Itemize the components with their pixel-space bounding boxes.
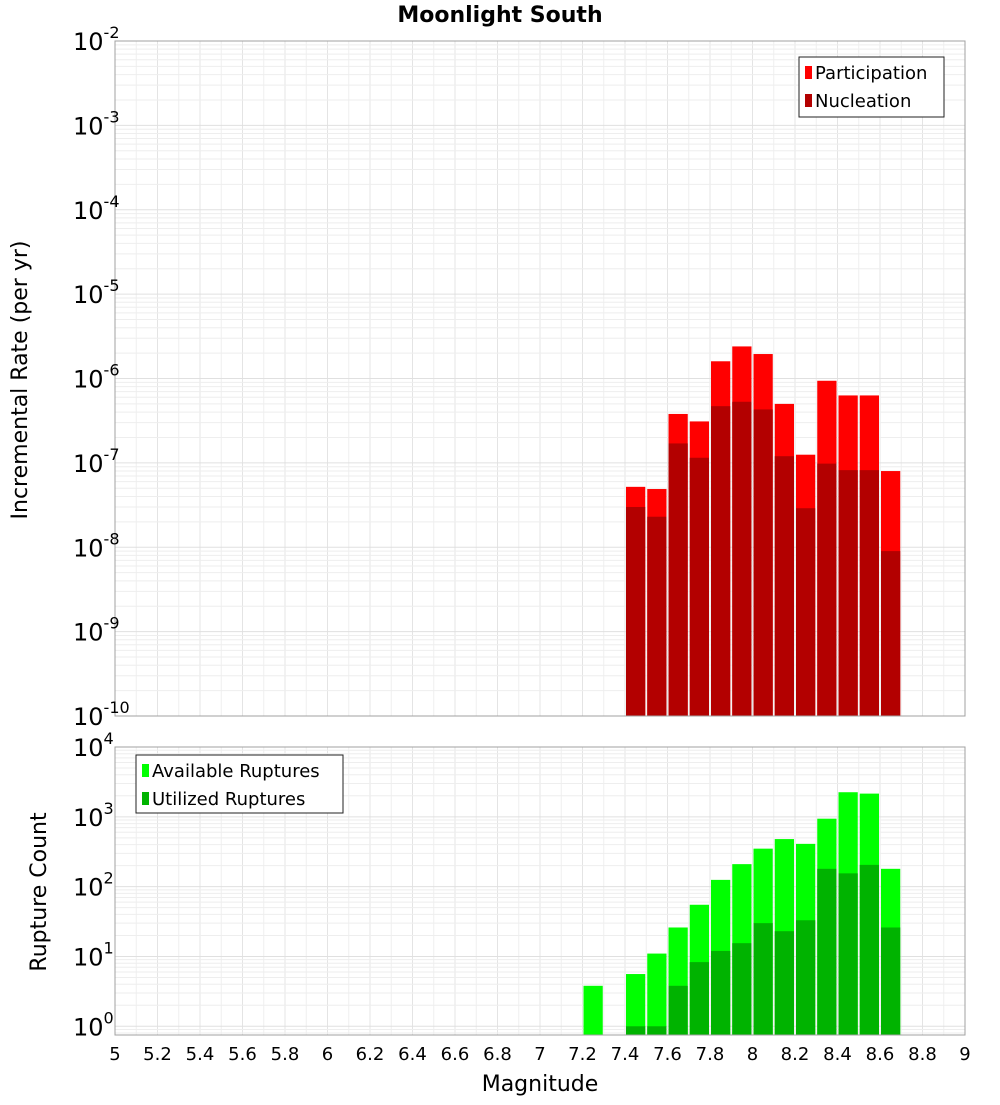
rate-legend-label: Participation (815, 63, 927, 84)
rate-bar-nucleation (817, 463, 837, 716)
rate-y-tick-label: 10-10 (73, 698, 130, 731)
count-y-tick-label: 101 (73, 938, 114, 971)
count-bar-available-ruptures (647, 953, 667, 1035)
rate-grid (114, 40, 966, 717)
rate-bar-nucleation (668, 443, 688, 716)
rate-y-tick-label: 10-4 (73, 192, 120, 225)
rate-bar-nucleation (711, 406, 731, 716)
magnitude-x-tick-label: 6.2 (356, 1044, 385, 1065)
magnitude-x-tick-label: 5.6 (228, 1044, 257, 1065)
count-bar-utilized-ruptures (626, 1026, 646, 1035)
count-bar-utilized-ruptures (753, 923, 773, 1035)
count-y-tick-label: 104 (73, 729, 114, 762)
magnitude-x-tick-label: 6.4 (398, 1044, 427, 1065)
magnitude-x-tick-label: 5.2 (143, 1044, 172, 1065)
magnitude-x-tick-label: 5.8 (271, 1044, 300, 1065)
count-y-axis-label: Rupture Count (27, 812, 52, 972)
count-legend-box (135, 754, 344, 814)
rate-y-tick-label: 10-3 (73, 107, 120, 140)
count-bar-utilized-ruptures (859, 864, 879, 1035)
magnitude-x-tick-label: 8 (747, 1044, 758, 1065)
magnitude-x-tick-label: 6 (322, 1044, 333, 1065)
magnitude-x-tick-label: 7.6 (653, 1044, 682, 1065)
magnitude-x-tick-label: 7.8 (696, 1044, 725, 1065)
rate-y-tick-label: 10-5 (73, 276, 120, 309)
magnitude-x-tick-label: 8.6 (866, 1044, 895, 1065)
rate-bar-nucleation (881, 551, 901, 716)
magnitude-x-tick-label: 7.2 (568, 1044, 597, 1065)
rate-frame (114, 40, 966, 717)
rate-y-tick-label: 10-8 (73, 529, 120, 562)
count-legend-label: Utilized Ruptures (152, 789, 305, 810)
magnitude-x-tick-label: 8.4 (823, 1044, 852, 1065)
count-bar-utilized-ruptures (881, 927, 901, 1035)
magnitude-x-tick-label: 7 (534, 1044, 545, 1065)
count-bar-utilized-ruptures (647, 1026, 667, 1035)
count-bar-utilized-ruptures (668, 985, 688, 1035)
count-frame (114, 746, 966, 1036)
rate-legend-swatch (805, 66, 812, 79)
rate-y-tick-label: 10-7 (73, 445, 120, 478)
count-y-tick-label: 100 (73, 1008, 114, 1041)
rate-bar-nucleation (626, 506, 646, 716)
count-bar-utilized-ruptures (732, 943, 752, 1035)
rate-bar-nucleation (732, 401, 752, 716)
count-bar-utilized-ruptures (711, 950, 731, 1035)
rate-bar-nucleation (859, 470, 879, 716)
chart-title: Moonlight South (397, 3, 602, 28)
rate-y-tick-label: 10-6 (73, 361, 120, 394)
count-bar-available-ruptures (583, 985, 603, 1035)
count-legend-swatch (142, 764, 149, 777)
magnitude-x-tick-label: 6.6 (441, 1044, 470, 1065)
count-legend-label: Available Ruptures (152, 761, 320, 782)
count-bar-utilized-ruptures (817, 868, 837, 1035)
rate-bar-nucleation (753, 409, 773, 716)
count-bar-utilized-ruptures (796, 920, 816, 1035)
rate-bar-nucleation (796, 508, 816, 716)
rate-y-tick-label: 10-2 (73, 23, 120, 56)
magnitude-x-tick-label: 8.8 (908, 1044, 937, 1065)
magnitude-x-axis-label: Magnitude (482, 1072, 599, 1097)
rate-y-axis-label: Incremental Rate (per yr) (8, 241, 33, 520)
magnitude-x-tick-label: 8.2 (781, 1044, 810, 1065)
count-bar-available-ruptures (626, 974, 646, 1035)
magnitude-x-tick-label: 6.8 (483, 1044, 512, 1065)
magnitude-x-tick-label: 7.4 (611, 1044, 640, 1065)
rate-bar-nucleation (647, 516, 667, 716)
magnitude-x-tick-label: 9 (959, 1044, 970, 1065)
rate-bar-nucleation (689, 457, 709, 716)
magnitude-x-tick-label: 5 (109, 1044, 120, 1065)
magnitude-x-tick-label: 5.4 (186, 1044, 215, 1065)
rate-legend-box (798, 56, 945, 118)
count-bar-utilized-ruptures (774, 931, 794, 1035)
count-bar-utilized-ruptures (838, 873, 858, 1035)
rate-y-tick-label: 10-9 (73, 614, 120, 647)
count-legend-swatch (142, 792, 149, 805)
rate-legend-swatch (805, 94, 812, 107)
count-bar-utilized-ruptures (689, 962, 709, 1035)
count-y-tick-label: 102 (73, 869, 114, 902)
count-y-tick-label: 103 (73, 799, 114, 832)
rate-legend-label: Nucleation (815, 91, 911, 112)
rate-bar-nucleation (774, 456, 794, 716)
rate-bar-nucleation (838, 470, 858, 716)
